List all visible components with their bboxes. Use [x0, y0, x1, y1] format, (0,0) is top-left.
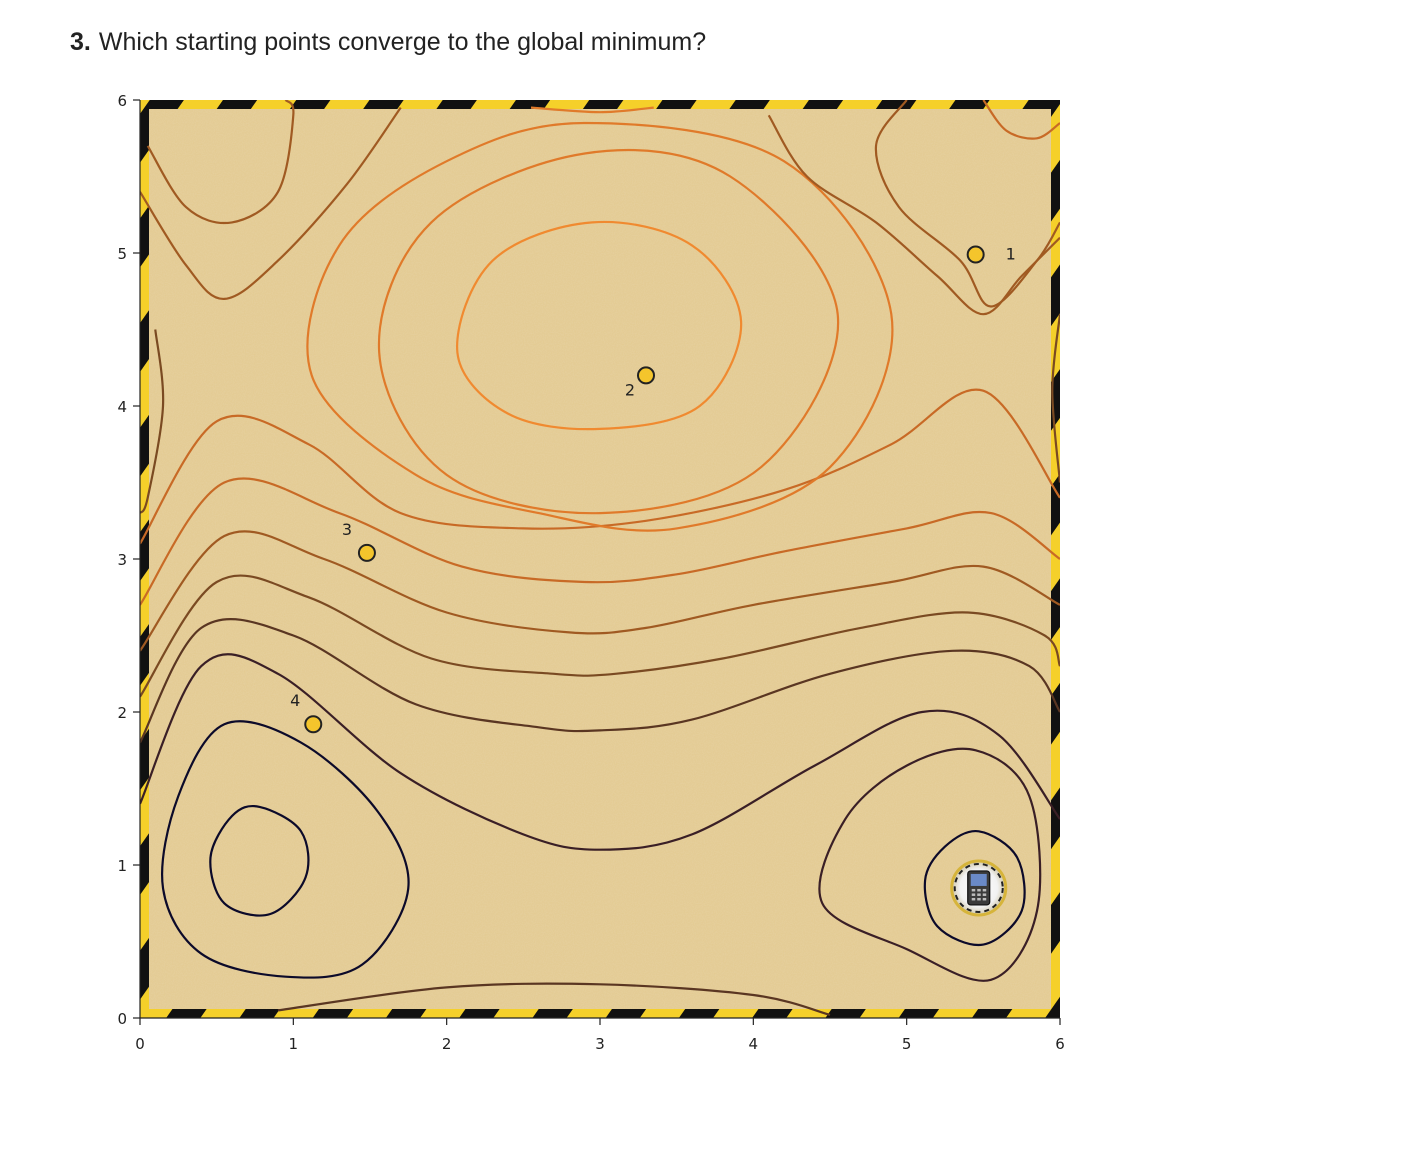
x-tick-label: 1: [289, 1035, 299, 1053]
contour-line: [306, 121, 894, 532]
contour-lines: [140, 100, 1060, 1016]
phone-key: [977, 888, 981, 892]
x-tick-label: 6: [1055, 1035, 1065, 1053]
contour-line: [982, 100, 1060, 140]
sand-texture: [149, 109, 1051, 1009]
x-tick-label: 5: [902, 1035, 912, 1053]
y-tick-label: 1: [117, 857, 127, 875]
x-tick-label: 0: [135, 1035, 145, 1053]
contour-line: [140, 530, 1060, 652]
phone-key: [971, 888, 976, 892]
x-tick-label: 3: [595, 1035, 605, 1053]
y-tick-label: 6: [117, 92, 127, 110]
y-tick-label: 5: [117, 245, 127, 263]
contour-line: [161, 720, 410, 979]
start-point-4: [304, 715, 323, 734]
start-point-3: [357, 543, 376, 562]
phone-key: [982, 888, 987, 892]
phone-key: [982, 897, 987, 901]
plot-area: [140, 100, 1060, 1018]
question-number: 3.: [70, 28, 91, 56]
phone-key: [982, 893, 987, 896]
phone-icon: [950, 859, 1008, 917]
phone-key: [971, 893, 976, 896]
phone-key: [971, 897, 976, 901]
question-text: Which starting points converge to the gl…: [98, 28, 707, 56]
y-tick-label: 0: [117, 1010, 127, 1028]
phone-key: [977, 893, 981, 896]
contour-line: [277, 982, 831, 1016]
contour-line: [209, 804, 310, 917]
phone-screen: [970, 873, 987, 886]
contour-line: [140, 388, 1060, 545]
phone-key: [977, 897, 981, 901]
contour-line: [818, 747, 1042, 982]
contour-line: [140, 574, 1060, 698]
contour-line: [140, 329, 165, 514]
contour-line: [530, 106, 654, 114]
contour-line: [140, 617, 1060, 744]
y-tick-label: 3: [117, 551, 127, 569]
x-ticks: 0 1 2 3 4 5 6: [135, 1018, 1065, 1053]
y-tick-label: 2: [117, 704, 127, 722]
contour-line: [1051, 314, 1060, 483]
question-heading: 3. Which starting points converge to the …: [70, 28, 706, 57]
contour-line: [923, 830, 1026, 947]
contour-line: [140, 477, 1060, 606]
marker-hazard-ring: [953, 862, 1004, 913]
start-points: 1 2 3 4: [290, 245, 1016, 734]
contour-line: [767, 114, 1060, 316]
x-tick-label: 4: [749, 1035, 759, 1053]
start-point-label: 4: [290, 691, 300, 710]
start-point-label: 3: [342, 520, 352, 539]
contour-line: [140, 653, 1060, 851]
y-tick-label: 4: [117, 398, 127, 416]
y-ticks: 0 1 2 3 4 5 6: [117, 92, 140, 1028]
contour-line: [140, 106, 402, 301]
start-point-label: 2: [625, 380, 635, 399]
contour-line: [377, 148, 840, 515]
start-point-1: [966, 245, 985, 264]
contour-line: [146, 100, 295, 225]
x-tick-label: 2: [442, 1035, 452, 1053]
start-point-2: [637, 366, 655, 385]
contour-line: [456, 220, 743, 431]
start-point-label: 1: [1006, 245, 1016, 264]
